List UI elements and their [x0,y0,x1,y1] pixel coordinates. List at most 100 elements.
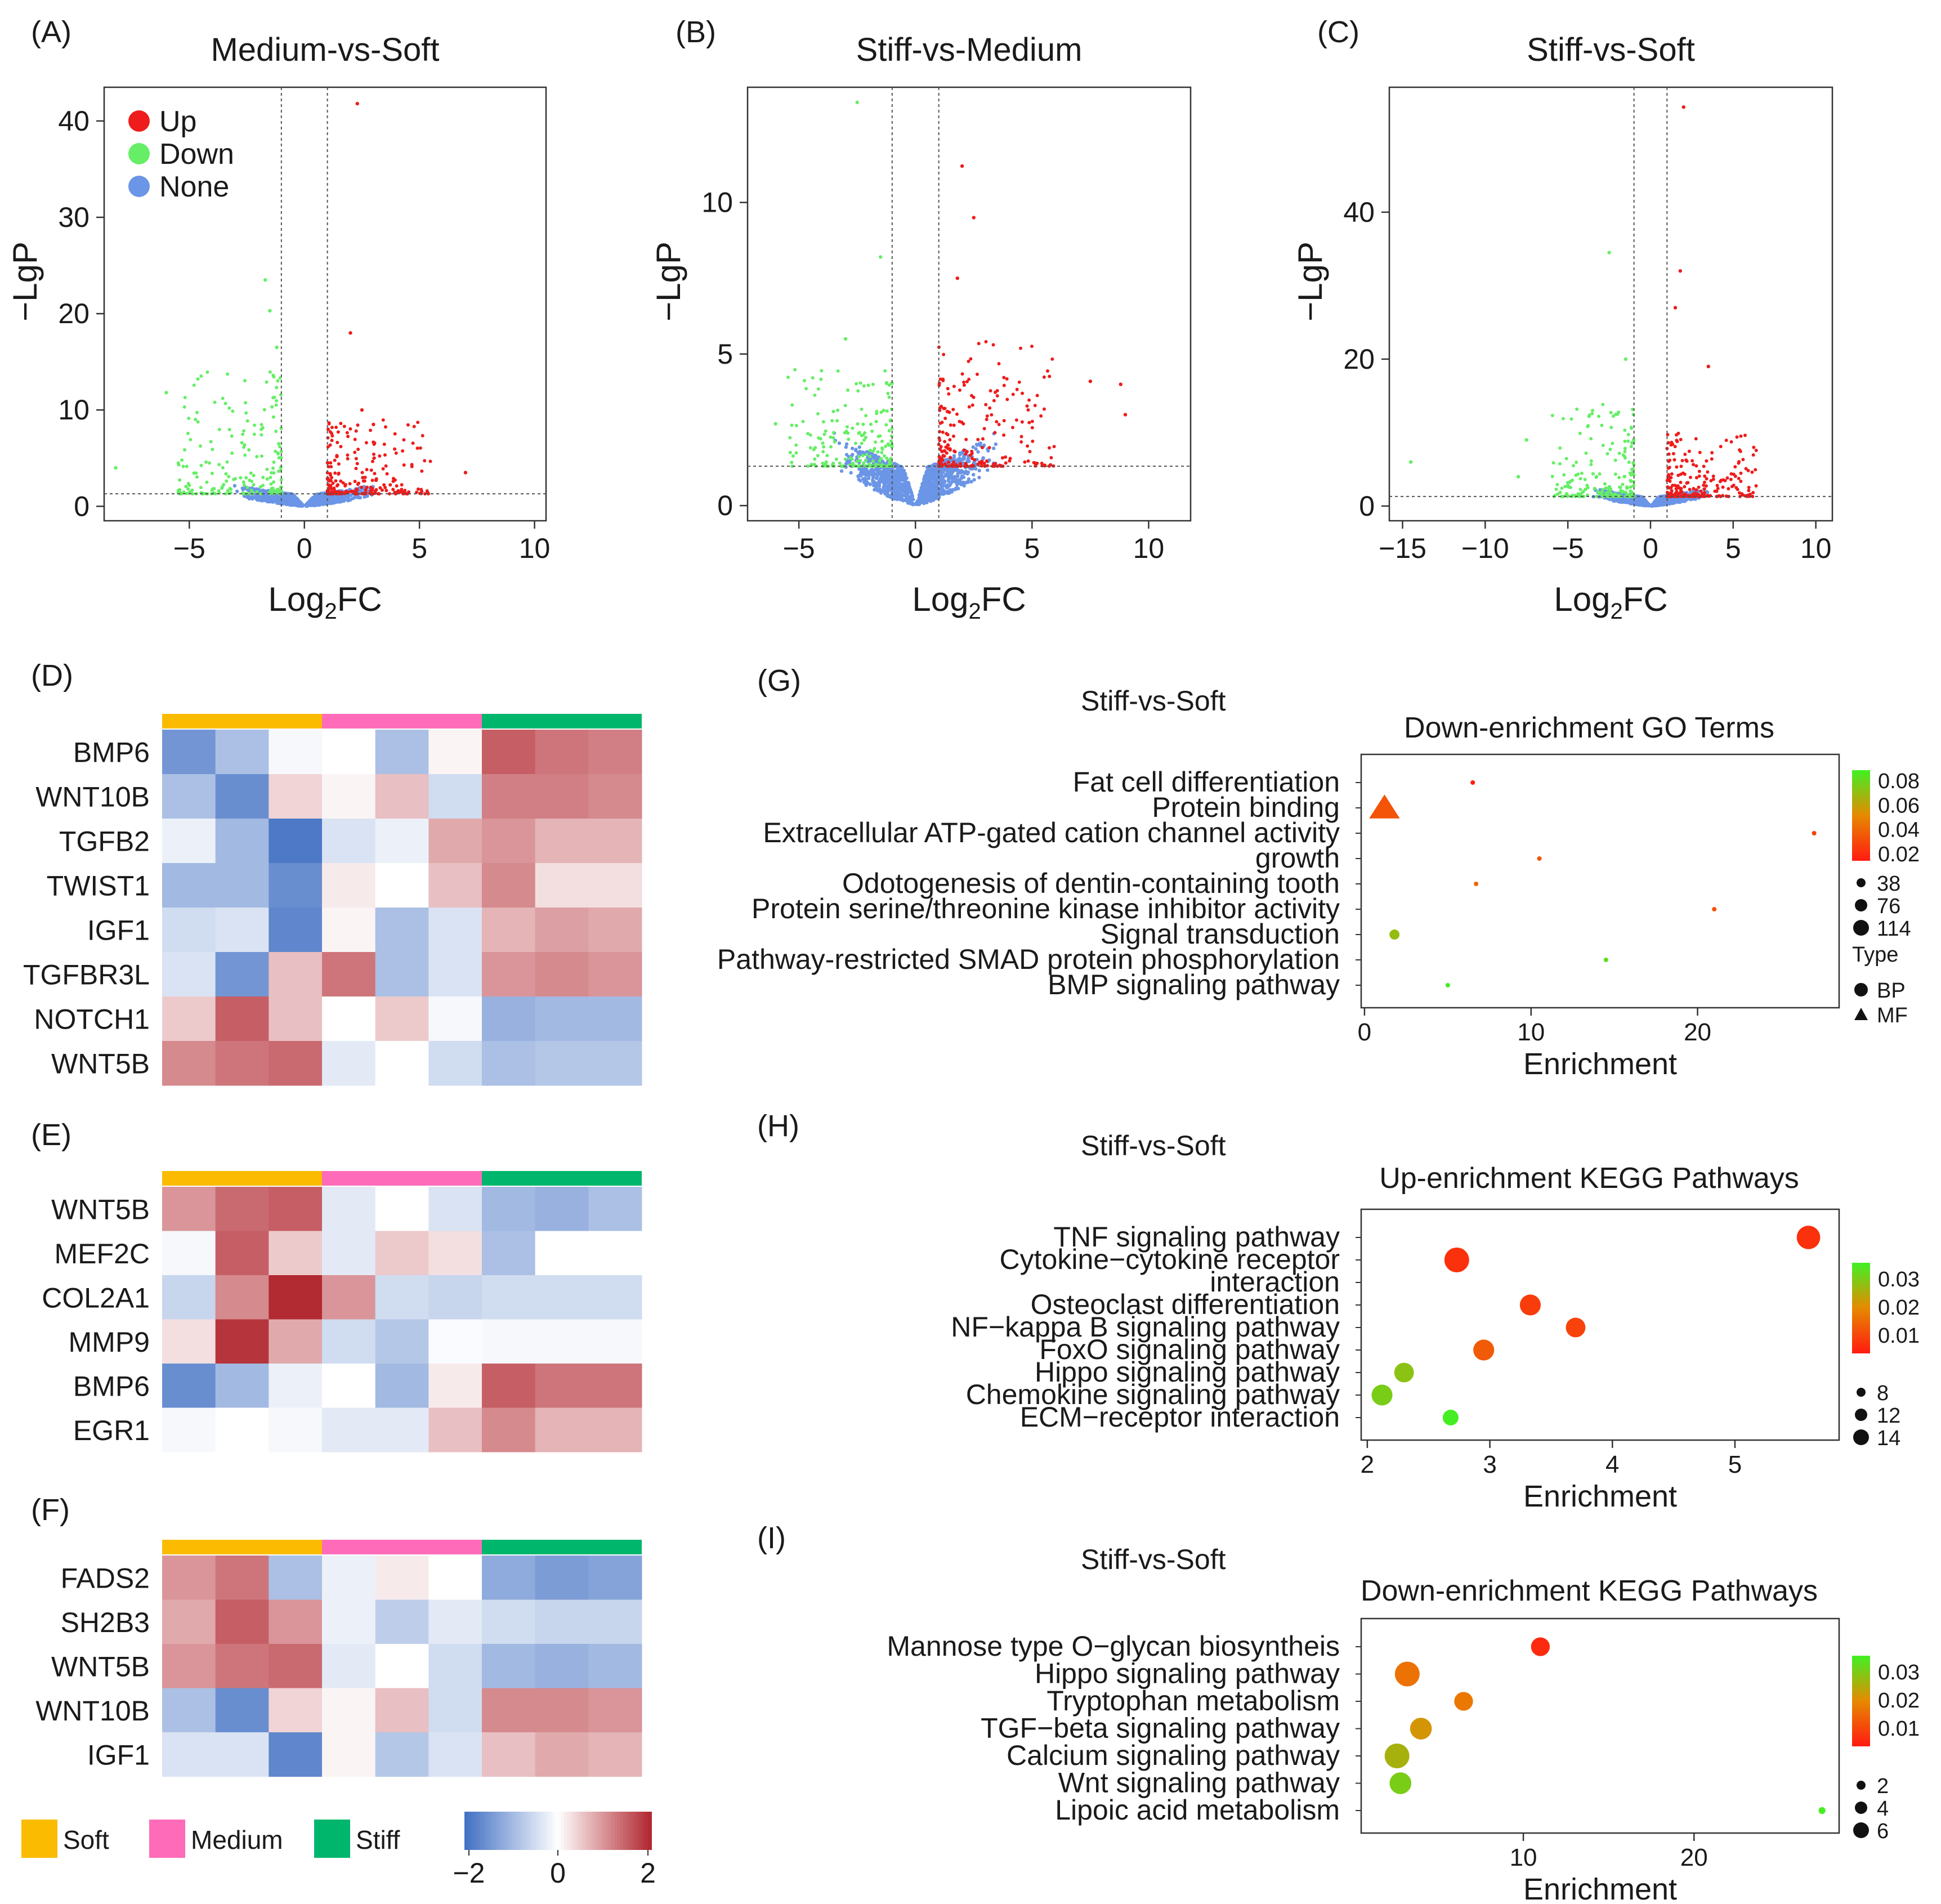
point-none [362,485,366,489]
heatmap-cell [375,774,429,819]
point-up [1667,466,1671,470]
point-down [1617,452,1621,455]
point-down [243,379,247,383]
point-down [227,406,231,410]
chart-title: Medium-vs-Soft [211,32,439,68]
point-none [317,499,321,503]
point-up [373,472,377,476]
point-up [1681,471,1685,475]
point-up [329,464,333,468]
point-none [854,448,858,452]
point-none [903,471,907,476]
point-down [843,404,847,408]
point-down [1617,476,1621,480]
point-down [255,490,259,494]
point-up [369,489,373,493]
point-down [1627,494,1631,498]
x-tick-label: 5 [1725,533,1741,564]
point-up [976,462,980,466]
point-down [275,399,279,403]
point-up [360,471,364,475]
point-down [868,448,872,452]
point-none [857,467,861,471]
point-up [339,479,343,483]
heatmap-cell [482,996,536,1042]
point-up [1026,408,1030,412]
point-up [1002,376,1006,379]
point-up [360,485,364,489]
point-down [1609,426,1613,430]
heatmap-cell [482,730,536,775]
heatmap-cell [215,952,269,997]
point-down [196,420,200,424]
point-down [1550,413,1554,417]
point-none [977,468,981,473]
point-none [909,495,913,499]
point-down [246,491,250,495]
point-none [939,484,943,488]
point-up [946,387,950,391]
point-up [360,408,364,412]
point-down [1566,494,1569,498]
point-up [335,484,339,488]
point-up [337,462,341,466]
point-down [1630,441,1634,445]
point-down [259,492,263,496]
point-down [856,464,860,468]
point-none [932,488,936,492]
point-none [333,498,338,502]
group-bar-soft [162,714,322,728]
point-up [1042,407,1046,411]
point-none [986,449,990,453]
point-up [369,468,373,472]
point-down [1613,492,1617,496]
point-none [867,473,871,477]
point-up [1719,479,1723,482]
point-down [1578,431,1582,435]
point-up [1052,445,1056,449]
point-none [283,500,288,505]
point-none [872,480,876,484]
point-none [931,467,934,471]
point-down [847,437,851,441]
point-up [1724,439,1728,443]
point-up [991,343,995,347]
point-down [831,462,835,466]
heatmap-cell [269,1041,323,1086]
point-up [946,446,950,450]
point-up [958,388,961,392]
heatmap-cell [482,952,536,997]
point-up [1674,487,1678,491]
point-down [1586,485,1590,489]
point-down [114,466,118,470]
point-none [283,496,287,500]
point-up [942,352,946,356]
point-none [868,482,873,486]
point-up [1027,398,1031,402]
point-none [1632,501,1636,506]
point-up [349,490,353,494]
point-up [1683,453,1687,457]
point-up [967,377,971,381]
point-down [176,461,180,465]
point-up [945,410,949,414]
point-up [964,452,968,456]
point-none [922,484,926,488]
point-up [973,458,977,462]
point-up [1667,459,1671,463]
point-down [272,471,276,475]
point-none [892,472,896,476]
point-down [1624,357,1628,361]
point-none [952,454,956,458]
heatmap-D: (D)BMP6WNT10BTGFB2TWIST1IGF1TGFBR3LNOTCH… [23,659,642,1086]
point-up [333,471,337,475]
point-up [346,435,350,439]
point-none [919,486,923,490]
point-none [342,498,347,502]
point-down [1566,485,1570,489]
point-none [938,477,942,482]
point-down [269,482,273,486]
point-down [1629,425,1633,429]
point-down [821,461,825,465]
point-none [878,478,882,482]
